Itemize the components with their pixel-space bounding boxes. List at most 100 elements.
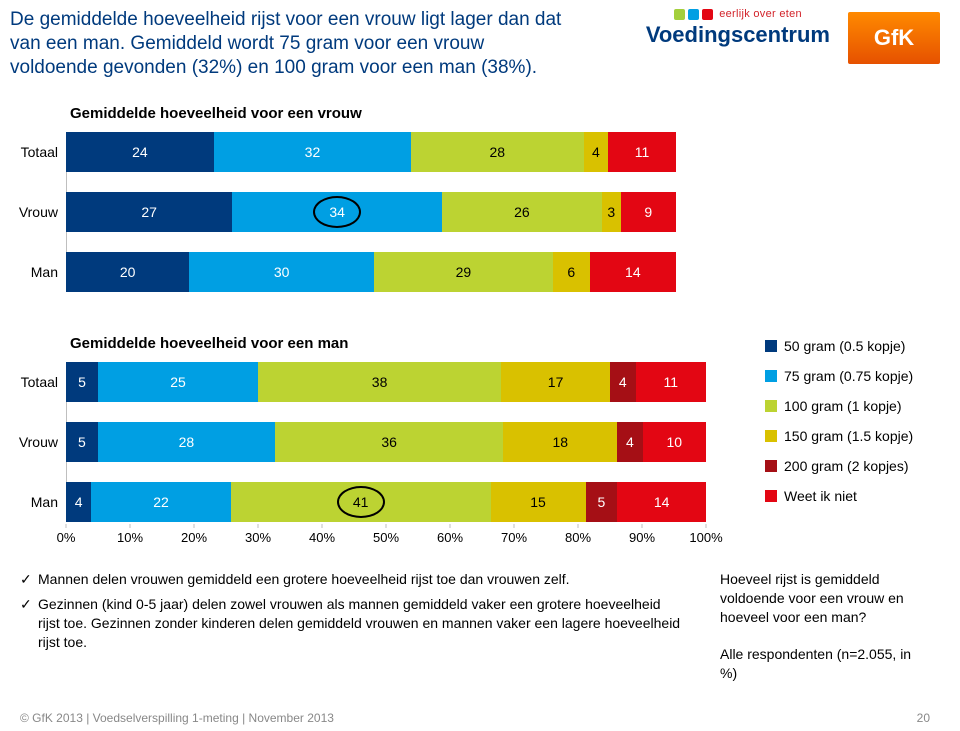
legend-item: 50 gram (0.5 kopje) xyxy=(765,338,930,354)
bar-segment: 28 xyxy=(98,422,275,462)
x-axis: 0%10%20%30%40%50%60%70%80%90%100% xyxy=(66,530,706,560)
chart-row: Totaal5253817411 xyxy=(10,362,706,402)
x-tick: 100% xyxy=(689,530,722,545)
page-number: 20 xyxy=(917,711,930,725)
x-tick: 60% xyxy=(437,530,463,545)
bar-segment: 26 xyxy=(442,192,602,232)
segment-value: 17 xyxy=(548,374,564,390)
segment-value: 20 xyxy=(120,264,136,280)
vc-tagline: eerlijk over eten xyxy=(646,8,830,20)
stacked-bar: 5 28 36 18 4 10 xyxy=(66,422,706,462)
chart-row: Man 4 22 41 15 5 14 xyxy=(10,482,706,522)
segment-value: 26 xyxy=(514,204,530,220)
row-label: Man xyxy=(10,264,66,280)
segment-value: 32 xyxy=(305,144,321,160)
vc-word: Voedingscentrum xyxy=(646,22,830,48)
chart-row: Man2030296014 xyxy=(10,252,676,292)
segment-value: 4 xyxy=(75,494,83,510)
legend-swatch xyxy=(765,340,777,352)
x-tick: 20% xyxy=(181,530,207,545)
bullets: Mannen delen vrouwen gemiddeld een grote… xyxy=(20,570,685,658)
footer-text: © GfK 2013 | Voedselverspilling 1-meting… xyxy=(20,711,334,725)
bar-segment: 36 xyxy=(275,422,503,462)
segment-value: 28 xyxy=(179,434,195,450)
segment-value: 4 xyxy=(626,434,634,450)
bar-segment: 4 xyxy=(66,482,91,522)
respondents-text: Alle respondenten (n=2.055, in %) xyxy=(720,645,930,683)
legend-item: 100 gram (1 kopje) xyxy=(765,398,930,414)
legend-item: Weet ik niet xyxy=(765,488,930,504)
x-tick: 30% xyxy=(245,530,271,545)
segment-value: 14 xyxy=(625,264,641,280)
x-tick: 50% xyxy=(373,530,399,545)
bar-segment: 20 xyxy=(66,252,189,292)
x-tick: 0% xyxy=(57,530,76,545)
bar-segment: 32 xyxy=(214,132,411,172)
bar-segment: 22 xyxy=(91,482,230,522)
bar-segment: 9 xyxy=(621,192,676,232)
legend-swatch xyxy=(765,490,777,502)
segment-value: 15 xyxy=(530,494,546,510)
segment-value: 41 xyxy=(353,494,369,510)
segment-value: 18 xyxy=(552,434,568,450)
chart-vrouw: Gemiddelde hoeveelheid voor een vrouw To… xyxy=(10,105,676,292)
bar-segment: 34 xyxy=(232,192,441,232)
bar-segment: 5 xyxy=(66,422,98,462)
x-tick: 40% xyxy=(309,530,335,545)
segment-value: 24 xyxy=(132,144,148,160)
intro-text: De gemiddelde hoeveelheid rijst voor een… xyxy=(10,8,570,79)
segment-value: 27 xyxy=(141,204,157,220)
bar-segment: 4 xyxy=(610,362,636,402)
logos: eerlijk over eten Voedingscentrum GfK xyxy=(600,8,940,70)
row-label: Man xyxy=(10,494,66,510)
bar-segment: 17 xyxy=(501,362,610,402)
bar-segment: 14 xyxy=(590,252,676,292)
bullet-item: Gezinnen (kind 0-5 jaar) delen zowel vro… xyxy=(20,595,685,652)
segment-value: 6 xyxy=(567,264,575,280)
bar-segment: 6 xyxy=(553,252,590,292)
segment-value: 11 xyxy=(664,374,679,390)
bar-segment: 27 xyxy=(66,192,232,232)
bar-segment: 28 xyxy=(411,132,584,172)
segment-value: 25 xyxy=(170,374,186,390)
side-caption: Hoeveel rijst is gemiddeld voldoende voo… xyxy=(720,570,930,700)
voedingscentrum-logo: eerlijk over eten Voedingscentrum xyxy=(646,8,830,48)
stacked-bar: 2030296014 xyxy=(66,252,676,292)
bar-segment: 5 xyxy=(586,482,618,522)
stacked-bar: 4 22 41 15 5 14 xyxy=(66,482,706,522)
segment-value: 5 xyxy=(598,494,606,510)
bar-segment: 25 xyxy=(98,362,258,402)
legend-swatch xyxy=(765,430,777,442)
gfk-logo: GfK xyxy=(848,12,940,64)
legend-item: 75 gram (0.75 kopje) xyxy=(765,368,930,384)
segment-value: 22 xyxy=(153,494,169,510)
segment-value: 10 xyxy=(666,434,682,450)
segment-value: 14 xyxy=(654,494,670,510)
segment-value: 38 xyxy=(372,374,388,390)
bar-segment: 41 xyxy=(231,482,491,522)
segment-value: 4 xyxy=(592,144,600,160)
legend-label: 150 gram (1.5 kopje) xyxy=(784,428,913,444)
segment-value: 34 xyxy=(329,204,345,220)
legend-label: 75 gram (0.75 kopje) xyxy=(784,368,913,384)
bar-segment: 29 xyxy=(374,252,553,292)
stacked-bar: 273426309 xyxy=(66,192,676,232)
chart-title: Gemiddelde hoeveelheid voor een man xyxy=(70,335,706,352)
row-label: Vrouw xyxy=(10,434,66,450)
segment-value: 11 xyxy=(635,144,650,160)
chart-row: Totaal2432284011 xyxy=(10,132,676,172)
bar-segment: 11 xyxy=(608,132,676,172)
segment-value: 29 xyxy=(456,264,472,280)
bar-segment: 10 xyxy=(643,422,706,462)
legend-item: 200 gram (2 kopjes) xyxy=(765,458,930,474)
row-label: Vrouw xyxy=(10,204,66,220)
segment-value: 3 xyxy=(607,204,615,220)
legend-swatch xyxy=(765,370,777,382)
bar-segment: 3 xyxy=(602,192,620,232)
legend-label: 100 gram (1 kopje) xyxy=(784,398,902,414)
segment-value: 9 xyxy=(644,204,652,220)
legend-label: 50 gram (0.5 kopje) xyxy=(784,338,905,354)
stacked-bar: 5253817411 xyxy=(66,362,706,402)
legend-item: 150 gram (1.5 kopje) xyxy=(765,428,930,444)
row-label: Totaal xyxy=(10,374,66,390)
